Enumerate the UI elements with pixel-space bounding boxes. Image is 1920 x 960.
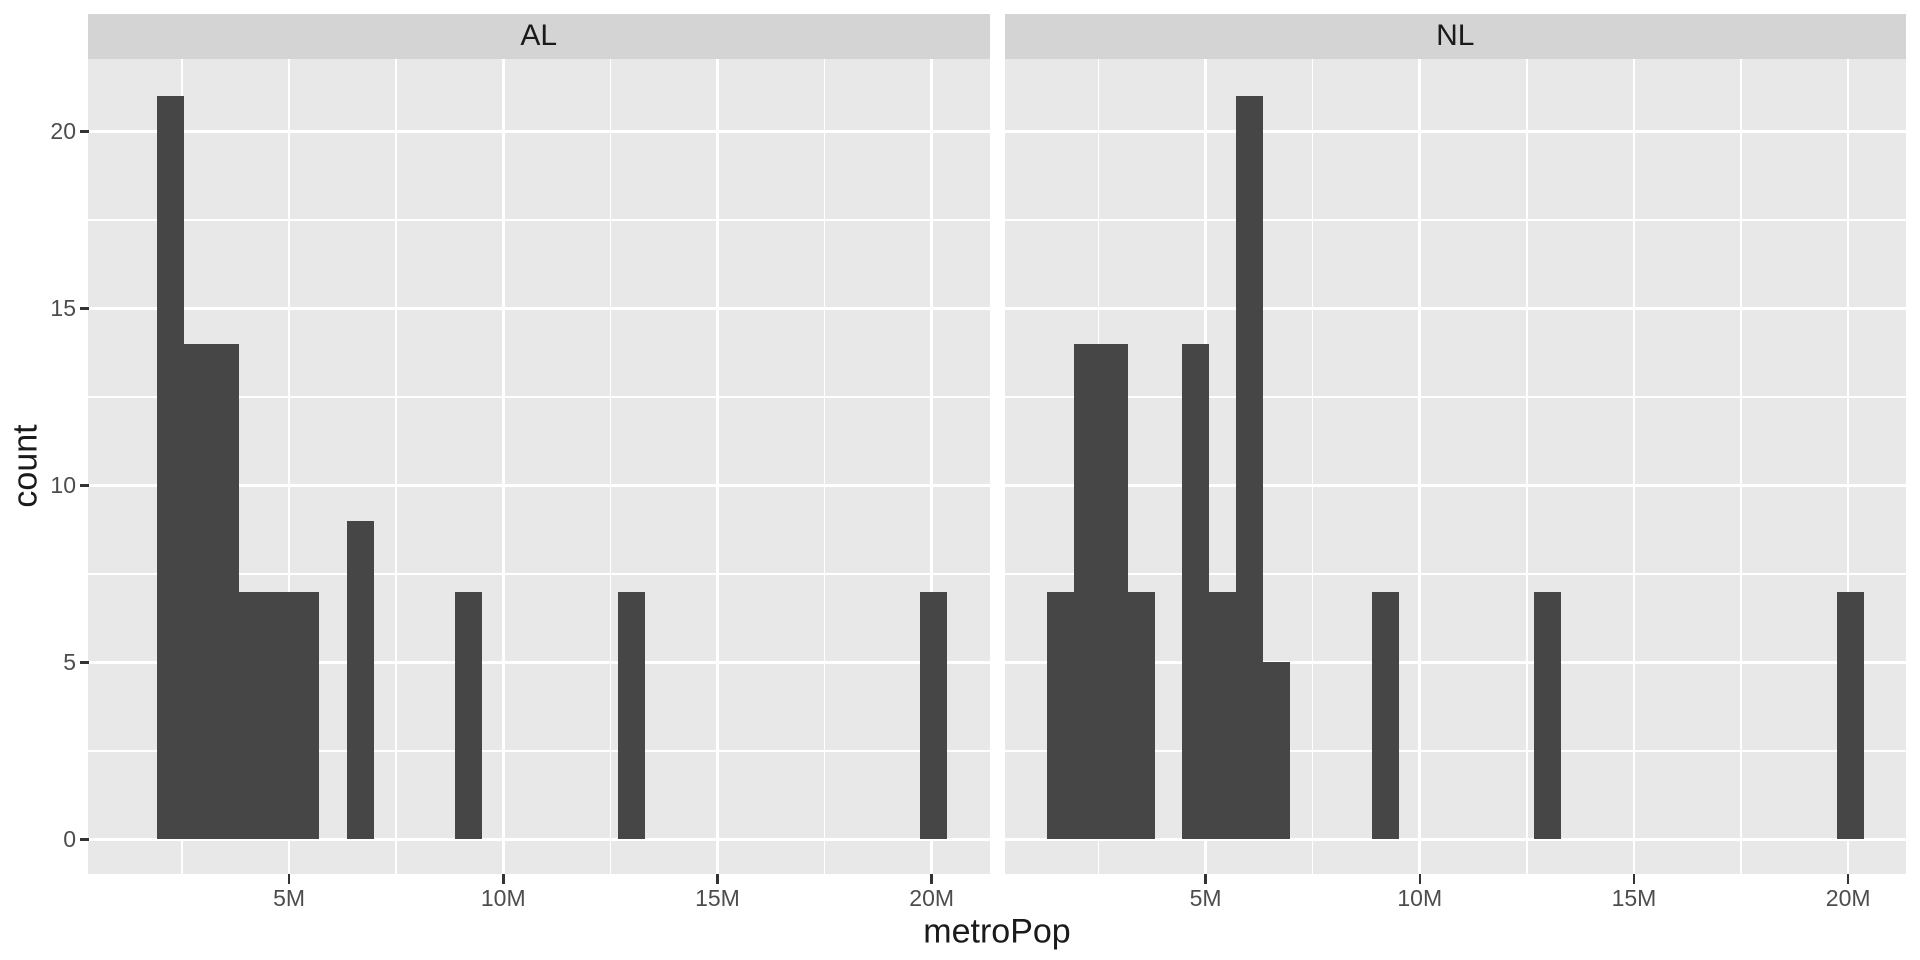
y-major-gridline: [1004, 661, 1906, 664]
y-major-gridline: [88, 130, 990, 133]
y-major-gridline: [1004, 307, 1906, 310]
y-minor-gridline: [1004, 219, 1906, 221]
y-major-gridline: [88, 838, 990, 841]
histogram-bar: [1127, 591, 1156, 840]
x-tick-mark: [1204, 874, 1207, 884]
x-tick-label: 20M: [909, 885, 955, 911]
x-tick-mark: [1418, 874, 1422, 884]
x-tick-mark: [930, 874, 933, 884]
histogram-bar: [1836, 591, 1864, 840]
histogram-bar: [1046, 591, 1074, 840]
histogram-bar: [238, 591, 320, 840]
x-major-gridline: [930, 58, 933, 874]
y-tick-mark: [80, 307, 89, 310]
x-tick-mark: [1846, 874, 1850, 884]
x-minor-gridline: [1311, 58, 1314, 874]
y-tick-label: 5: [63, 649, 76, 676]
x-minor-gridline: [609, 58, 612, 874]
histogram-bar: [1534, 591, 1562, 840]
histogram-bar: [1263, 662, 1291, 840]
y-minor-gridline: [88, 219, 990, 221]
y-axis-title: count: [6, 424, 45, 508]
histogram-bar: [1236, 96, 1264, 840]
y-minor-gridline: [88, 396, 990, 398]
y-tick-label: 0: [63, 826, 76, 853]
x-tick-label: 5M: [1189, 885, 1222, 911]
histogram-bar: [157, 96, 185, 840]
x-major-gridline: [1846, 58, 1850, 874]
histogram-bar: [184, 343, 239, 840]
x-tick-label: 10M: [480, 885, 526, 911]
y-tick-label: 20: [50, 118, 76, 145]
facet-strip-nl: NL: [1004, 14, 1906, 59]
x-minor-gridline: [1740, 58, 1742, 874]
histogram-bar: [455, 591, 483, 840]
y-major-gridline: [88, 307, 990, 310]
y-minor-gridline: [88, 750, 990, 752]
facet-panel-nl: [1004, 58, 1906, 874]
x-tick-label: 5M: [273, 885, 306, 911]
histogram-bar: [1209, 591, 1236, 840]
x-tick-mark: [1632, 874, 1636, 884]
y-tick-mark: [80, 661, 89, 664]
y-major-gridline: [88, 484, 990, 487]
x-axis-title: metroPop: [923, 912, 1071, 951]
x-major-gridline: [287, 58, 291, 874]
y-tick-mark: [80, 130, 89, 133]
y-minor-gridline: [1004, 573, 1906, 575]
y-tick-mark: [80, 838, 89, 841]
facet-strip-label: AL: [520, 19, 558, 53]
x-tick-label: 15M: [1611, 885, 1657, 911]
y-minor-gridline: [1004, 750, 1906, 752]
histogram-bar: [1073, 343, 1128, 840]
y-major-gridline: [1004, 130, 1906, 133]
x-tick-label: 10M: [1397, 885, 1443, 911]
facet-strip-label: NL: [1436, 19, 1475, 53]
y-tick-mark: [80, 484, 89, 487]
histogram-bar: [1371, 591, 1399, 840]
histogram-bar: [920, 591, 948, 840]
y-major-gridline: [1004, 484, 1906, 487]
facet-strip-al: AL: [88, 14, 990, 59]
y-minor-gridline: [1004, 396, 1906, 398]
x-minor-gridline: [395, 58, 397, 874]
x-tick-mark: [502, 874, 505, 884]
y-major-gridline: [88, 661, 990, 664]
x-tick-label: 20M: [1825, 885, 1871, 911]
x-minor-gridline: [1526, 58, 1528, 874]
y-major-gridline: [1004, 838, 1906, 841]
y-tick-label: 15: [50, 295, 76, 322]
histogram-bar: [1182, 343, 1209, 840]
x-tick-label: 15M: [695, 885, 740, 911]
x-minor-gridline: [823, 58, 826, 874]
y-tick-label: 10: [50, 472, 76, 499]
histogram-bar: [617, 591, 645, 840]
x-tick-mark: [287, 874, 291, 884]
histogram-bar: [346, 520, 374, 840]
y-minor-gridline: [88, 573, 990, 575]
facet-panel-al: [88, 58, 990, 874]
x-major-gridline: [1418, 58, 1422, 874]
x-major-gridline: [716, 58, 719, 874]
x-major-gridline: [501, 58, 505, 874]
x-major-gridline: [1632, 58, 1636, 874]
x-tick-mark: [716, 874, 719, 884]
